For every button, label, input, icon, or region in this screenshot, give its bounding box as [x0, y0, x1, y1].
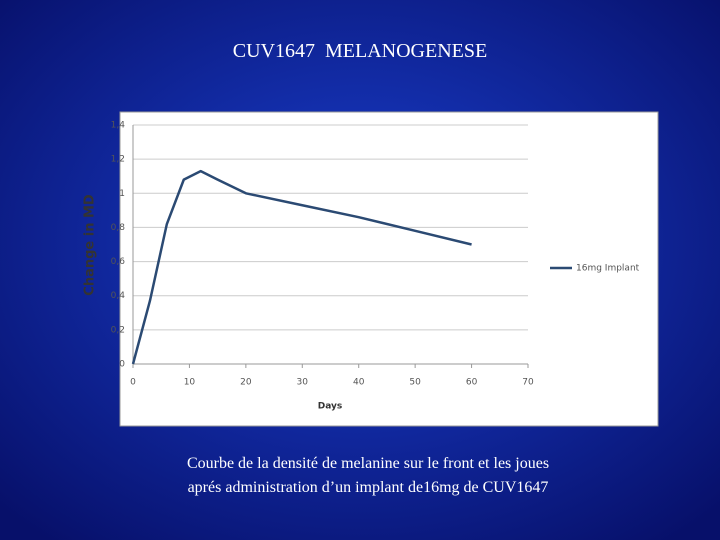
x-axis-label: Days: [318, 402, 343, 412]
x-tick-label: 20: [240, 378, 252, 388]
caption: Courbe de la densité de melanine sur le …: [187, 455, 549, 472]
x-tick-label: 40: [353, 378, 365, 388]
x-tick-label: 60: [466, 378, 478, 388]
y-tick-label: 1,4: [111, 121, 126, 131]
x-tick-label: 10: [184, 378, 196, 388]
y-tick-label: 0: [119, 360, 125, 370]
y-tick-label: 0,2: [111, 325, 125, 335]
x-tick-label: 70: [522, 378, 534, 388]
y-tick-label: 0,8: [111, 223, 126, 233]
x-tick-label: 0: [130, 378, 136, 388]
y-tick-label: 1: [119, 189, 125, 199]
slide-title: CUV1647 MELANOGENESE: [233, 40, 487, 62]
y-tick-label: 0,6: [111, 257, 126, 267]
caption: aprés administration d’un implant de16mg…: [188, 479, 549, 496]
x-tick-label: 30: [297, 378, 309, 388]
y-tick-label: 0,4: [111, 291, 126, 301]
line: [131, 169, 472, 365]
x-tick-label: 50: [409, 378, 421, 388]
legend-label: 16mg Implant: [576, 264, 640, 274]
y-tick-label: 1,2: [111, 155, 125, 165]
y-axis-label: Change in MD: [83, 194, 98, 296]
